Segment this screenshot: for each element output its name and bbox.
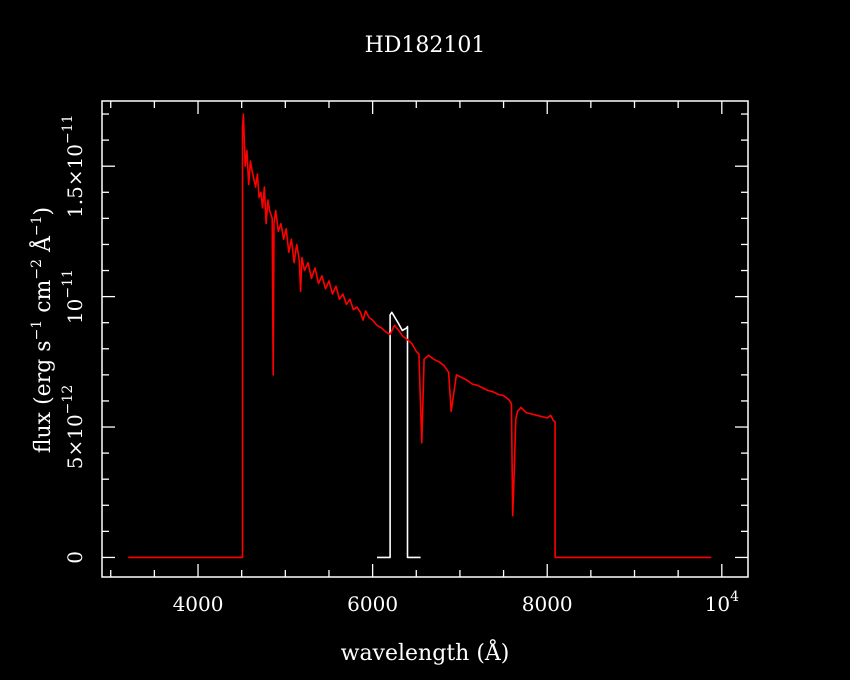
y-axis-label-part: cm (31, 279, 56, 319)
y-axis-label: flux (erg s−1 cm−2 Å−1) (28, 207, 56, 453)
y-axis-label-part: ) (31, 207, 56, 216)
y-axis-tick-labels: 0 5×10−12 10−11 1.5×10−11 (60, 114, 87, 563)
y-axis-label-part: flux (erg s (31, 340, 56, 453)
x-axis-label: wavelength (Å) (341, 638, 510, 666)
y-tick-label: 0 (63, 551, 87, 564)
y-axis-label-sup: −2 (29, 259, 45, 280)
y-tick-label-group: 10−11 (60, 269, 87, 324)
y-tick-label: 1.5×10−11 (60, 114, 87, 218)
y-tick-label: 10−11 (60, 269, 87, 324)
series-line-2 (128, 113, 712, 559)
x-tick-label: 4000 (173, 592, 224, 616)
y-tick-label-group: 5×10−12 (60, 385, 87, 469)
x-axis-tick-labels: 4000 6000 8000 104 (173, 589, 740, 616)
chart-title: HD182101 (365, 33, 486, 58)
x-tick-label: 104 (705, 589, 739, 616)
y-axis-label-sup: −1 (29, 215, 45, 236)
x-axis-ticks (110, 101, 723, 577)
plot-area (128, 113, 712, 559)
y-tick-label: 5×10−12 (60, 385, 87, 469)
y-axis-label-group: flux (erg s−1 cm−2 Å−1) (28, 207, 56, 453)
y-tick-label-group: 1.5×10−11 (60, 114, 87, 218)
x-tick-label: 8000 (522, 592, 573, 616)
x-tick-label: 6000 (347, 592, 398, 616)
series-line-1 (377, 311, 421, 559)
y-axis-label-sup: −1 (29, 320, 45, 341)
y-axis-label-part: Å (28, 235, 56, 259)
plot-frame (101, 100, 749, 578)
y-tick-label-group: 0 (63, 551, 87, 564)
y-axis-ticks (102, 113, 748, 559)
